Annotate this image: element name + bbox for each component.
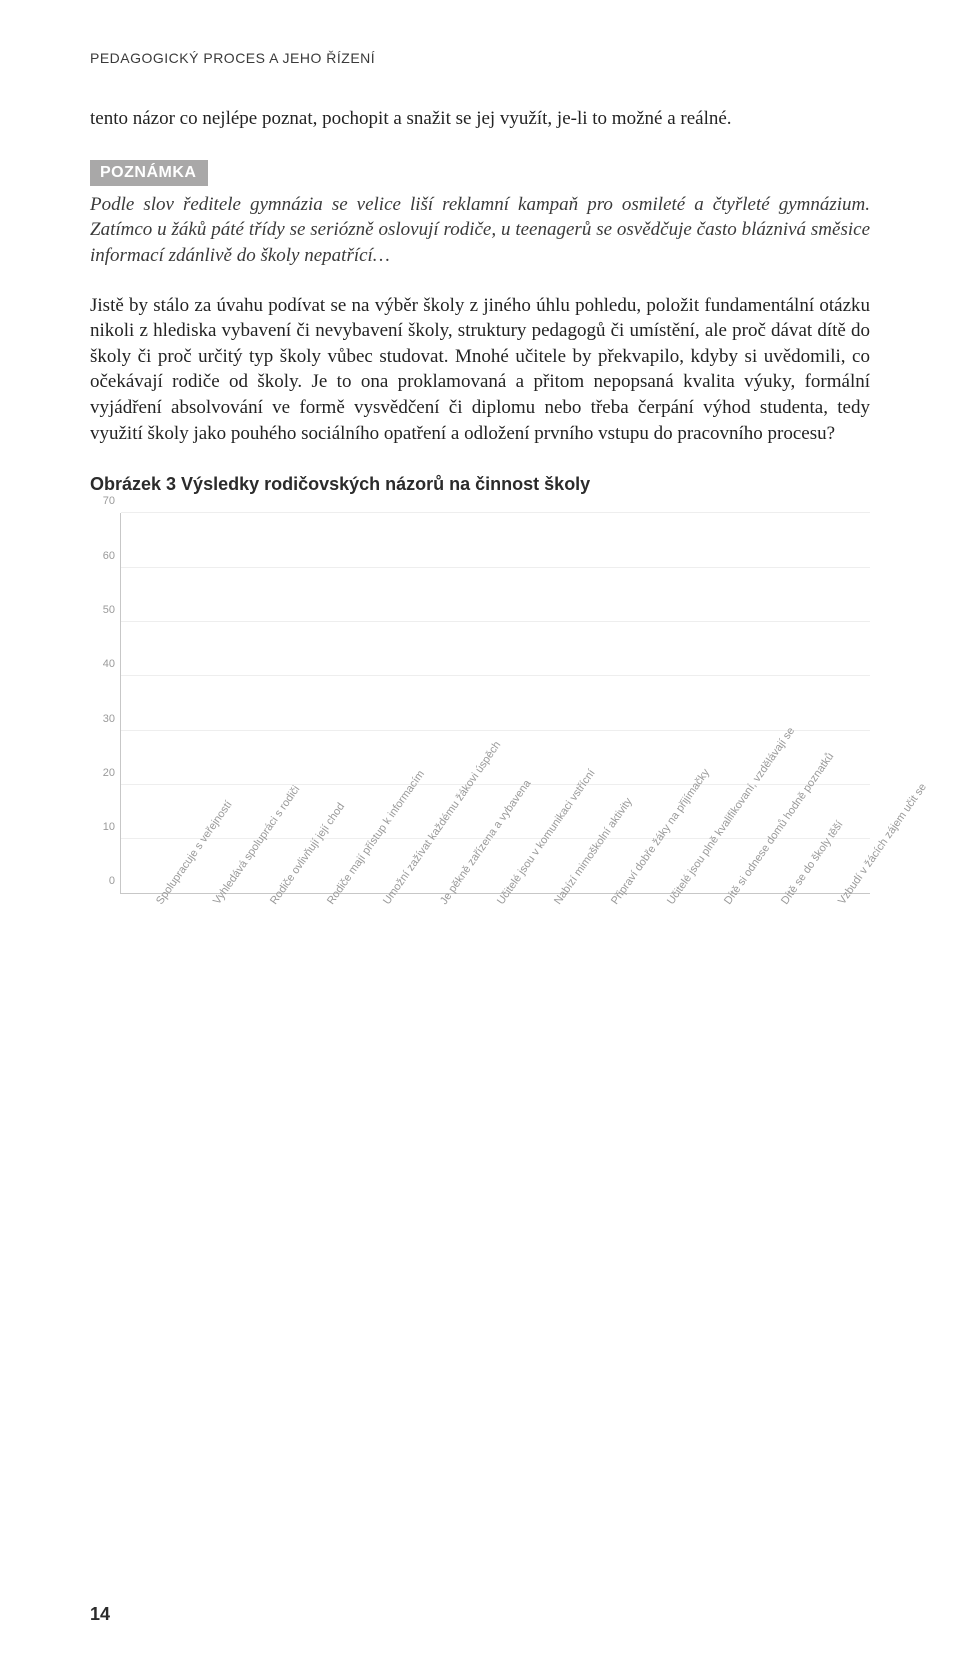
chart-gridline	[121, 730, 870, 731]
page-number: 14	[90, 1604, 110, 1625]
chart-y-tick-label: 0	[91, 875, 115, 887]
chart-x-labels: Spolupracuje s veřejnostíVyhledává spolu…	[120, 894, 870, 1114]
note-body: Podle slov ředitele gymnázia se velice l…	[90, 192, 870, 269]
chart-x-label-slot: Dítě si odnese domů hodně poznatků	[694, 894, 751, 1114]
chart-gridline	[121, 621, 870, 622]
figure-caption: Obrázek 3 Výsledky rodičovských názorů n…	[90, 474, 870, 495]
page: PEDAGOGICKÝ PROCES A JEHO ŘÍZENÍ tento n…	[0, 0, 960, 1655]
chart-x-label-slot: Rodiče ovlivňují její chod	[240, 894, 297, 1114]
bar-chart: 010203040506070 Spolupracuje s veřejnost…	[90, 513, 870, 1114]
chart-y-tick-label: 20	[91, 767, 115, 779]
chart-x-label-slot: Připraví dobře žáky na přijímačky	[580, 894, 637, 1114]
chart-x-label-slot: Učitelé jsou plně kvalifikovaní, vzděláv…	[637, 894, 694, 1114]
running-head: PEDAGOGICKÝ PROCES A JEHO ŘÍZENÍ	[90, 50, 870, 66]
chart-gridline	[121, 512, 870, 513]
chart-x-label-slot: Dítě se do školy těší	[750, 894, 807, 1114]
chart-x-label-slot: Vyhledává spolupráci s rodiči	[183, 894, 240, 1114]
chart-x-label-slot: Učitelé jsou v komunikaci vstřícní	[467, 894, 524, 1114]
chart-y-tick-label: 60	[91, 550, 115, 562]
chart-y-tick-label: 30	[91, 713, 115, 725]
lead-paragraph: tento názor co nejlépe poznat, pochopit …	[90, 106, 870, 132]
chart-x-label-slot: Je pěkně zařízena a vybavena	[410, 894, 467, 1114]
chart-x-label-slot: Rodiče mají přístup k informacím	[296, 894, 353, 1114]
body-paragraph: Jistě by stálo za úvahu podívat se na vý…	[90, 293, 870, 447]
chart-y-tick-label: 10	[91, 821, 115, 833]
note-label: POZNÁMKA	[90, 160, 208, 186]
chart-x-label-slot: Spolupracuje s veřejností	[126, 894, 183, 1114]
chart-y-tick-label: 50	[91, 604, 115, 616]
chart-x-label-slot: Umožní zažívat každému žákovi úspěch	[353, 894, 410, 1114]
chart-gridline	[121, 567, 870, 568]
chart-gridline	[121, 675, 870, 676]
chart-y-tick-label: 70	[91, 495, 115, 507]
chart-x-label-slot: Vzbudí v žácích zájem učit se	[807, 894, 864, 1114]
chart-y-tick-label: 40	[91, 658, 115, 670]
chart-x-label-slot: Nabízí mimoškolní aktivity	[523, 894, 580, 1114]
note-box: POZNÁMKA Podle slov ředitele gymnázia se…	[90, 160, 870, 269]
